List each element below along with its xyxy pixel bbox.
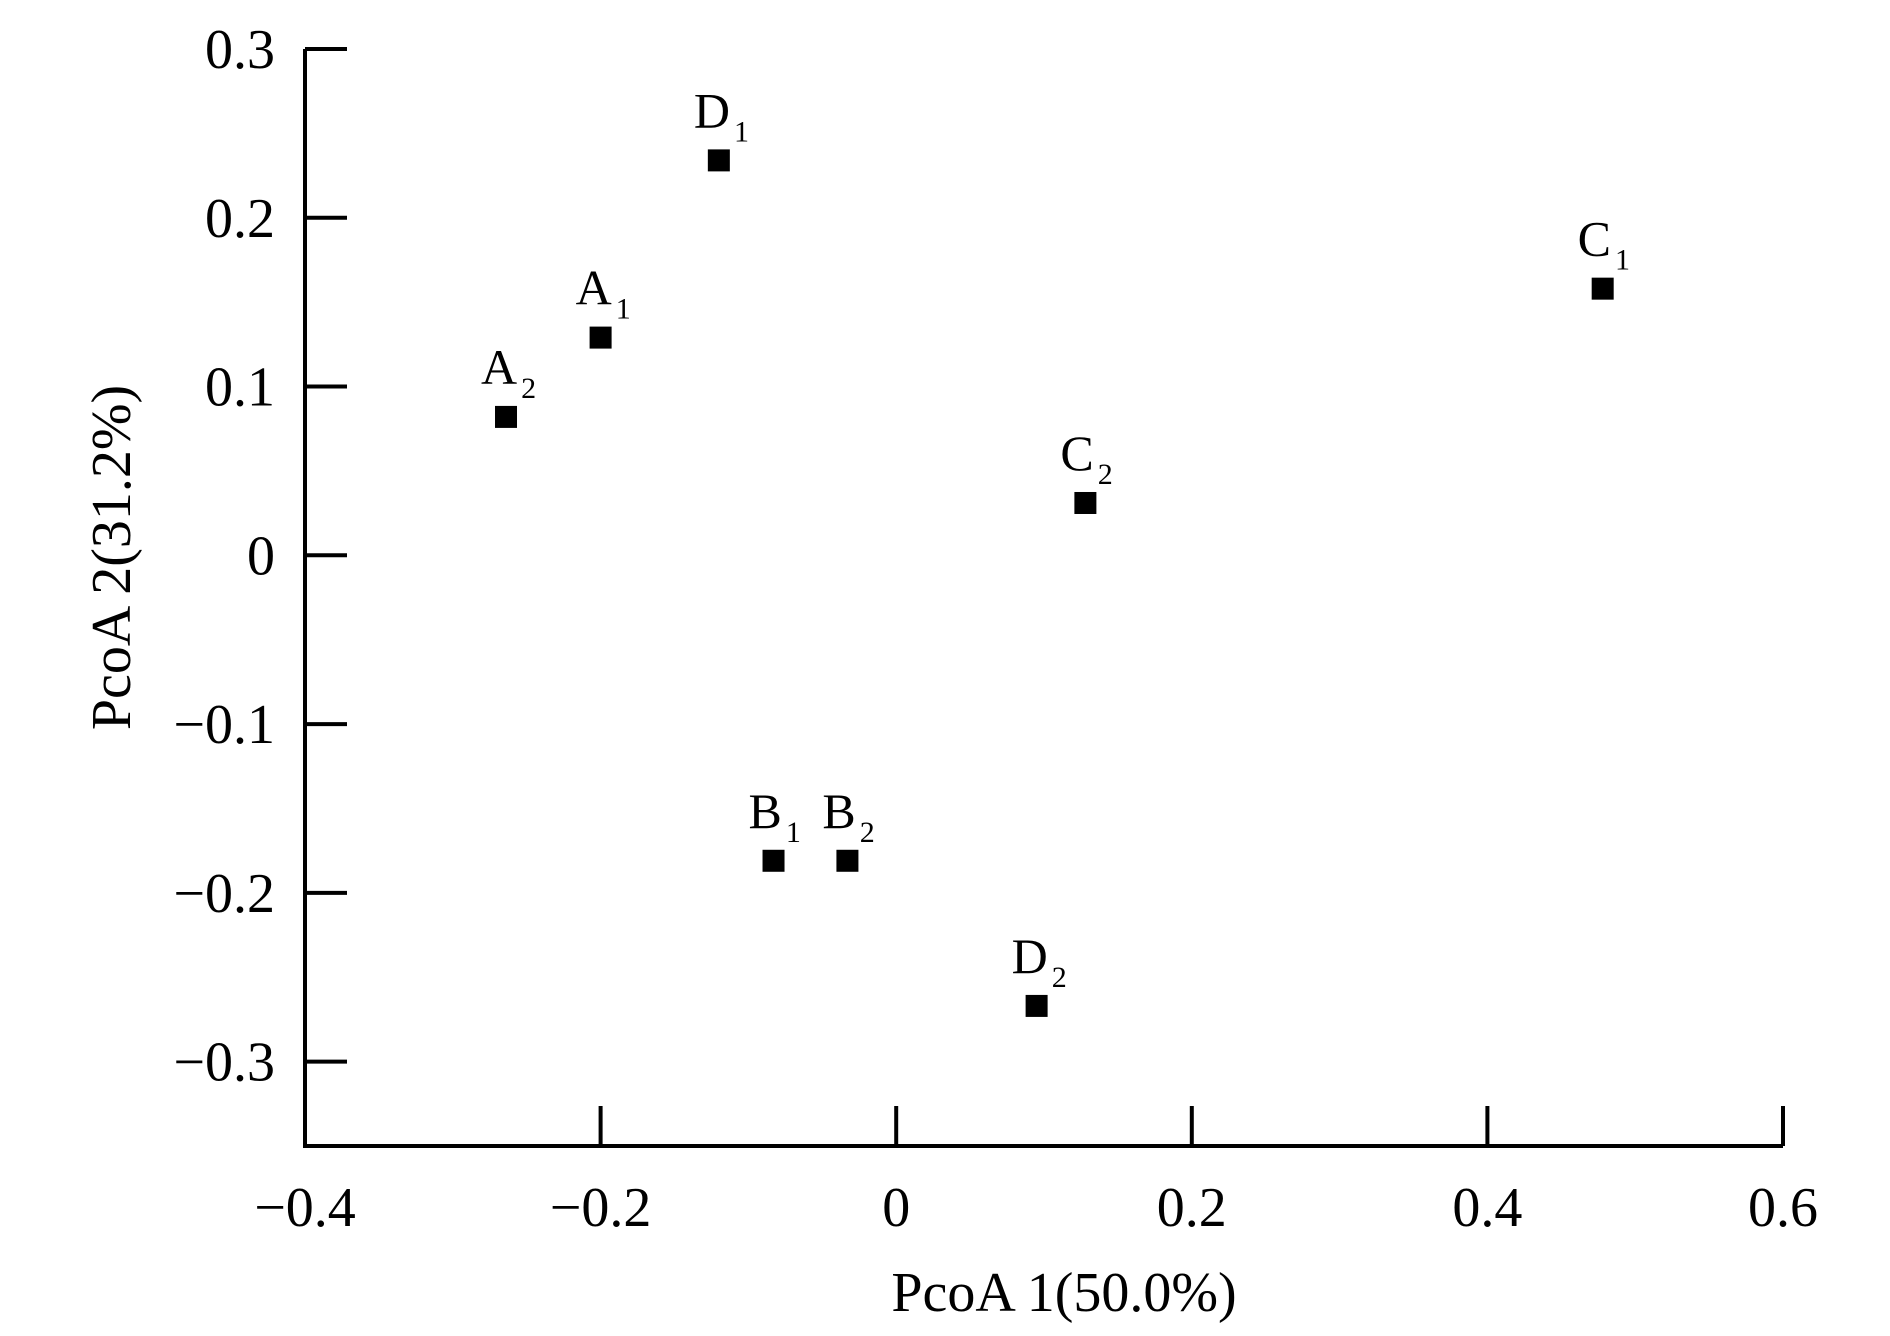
point-label-subscript: 2: [1052, 961, 1067, 994]
data-point-a2: [495, 405, 518, 428]
data-point-d1: [707, 149, 730, 172]
data-point-b2: [836, 849, 859, 872]
x-tick-label: 0.6: [1748, 1177, 1818, 1239]
data-point-a1: [589, 326, 612, 349]
x-tick-label: 0: [882, 1177, 910, 1239]
data-point-c1: [1591, 277, 1614, 300]
point-label-subscript: 2: [860, 816, 875, 849]
axes: [303, 49, 1783, 1148]
point-label-letter: B: [822, 783, 855, 839]
x-tick-label: −0.4: [254, 1177, 356, 1239]
data-point-b1: [762, 849, 785, 872]
point-label-letter: B: [749, 783, 782, 839]
point-label-subscript: 1: [616, 293, 631, 326]
y-tick-label: −0.1: [173, 694, 275, 756]
point-label-letter: C: [1578, 211, 1611, 267]
point-label-letter: D: [694, 82, 730, 138]
y-tick-label: −0.3: [173, 1032, 275, 1094]
y-tick-label: 0.1: [205, 357, 275, 419]
y-ticks: 0.3 0.2 0.1 0 −0.1 −0.2 −0.3: [173, 19, 347, 1094]
y-tick-label: 0: [247, 525, 275, 587]
data-point-c2: [1074, 491, 1097, 514]
point-label-subscript: 1: [734, 115, 749, 148]
point-label-subscript: 1: [786, 816, 801, 849]
point-label-letter: A: [481, 339, 517, 395]
y-tick-label: −0.2: [173, 863, 275, 925]
x-axis-title: PcoA 1(50.0%): [891, 1262, 1236, 1324]
y-tick-label: 0.3: [205, 19, 275, 81]
point-label-letter: C: [1060, 425, 1093, 481]
y-tick-label: 0.2: [205, 188, 275, 250]
point-label-subscript: 1: [1615, 244, 1630, 277]
data-point-d2: [1025, 994, 1048, 1017]
x-ticks: −0.4 −0.2 0 0.2 0.4 0.6: [254, 1106, 1818, 1239]
x-tick-label: 0.2: [1157, 1177, 1227, 1239]
x-tick-label: −0.2: [550, 1177, 652, 1239]
y-axis-title: PcoA 2(31.2%): [81, 385, 143, 730]
data-points: D 1C 1A 1A 2C 2B 1 B 2D 2: [481, 82, 1630, 1017]
point-label-subscript: 2: [1098, 458, 1113, 491]
x-tick-label: 0.4: [1452, 1177, 1522, 1239]
point-label-letter: A: [576, 260, 612, 316]
point-label-subscript: 2: [521, 372, 536, 405]
point-label-letter: D: [1012, 928, 1048, 984]
